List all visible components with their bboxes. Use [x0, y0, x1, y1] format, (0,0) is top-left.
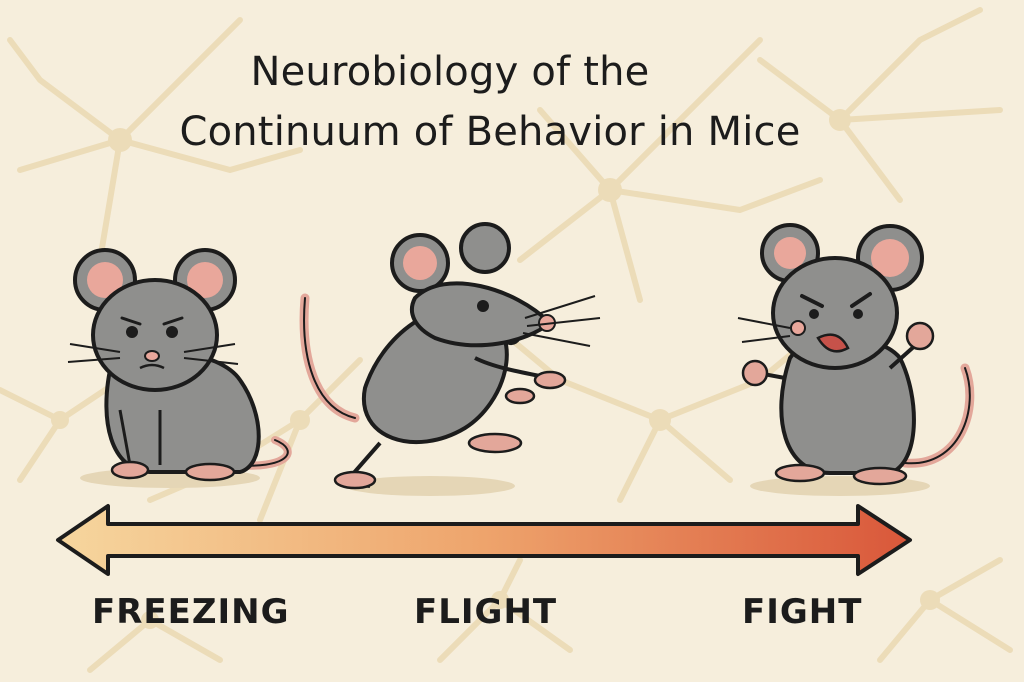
continuum-arrow	[56, 504, 912, 576]
title-line-1: Neurobiology of the	[250, 49, 650, 95]
fight-mouse	[737, 223, 975, 496]
title-line-2: Continuum of Behavior in Mice	[179, 109, 801, 155]
label-flight: FLIGHT	[414, 592, 558, 632]
flight-mouse	[299, 222, 601, 496]
label-freezing: FREEZING	[92, 592, 290, 632]
freezing-mouse	[67, 248, 292, 488]
label-fight: FIGHT	[742, 592, 863, 632]
